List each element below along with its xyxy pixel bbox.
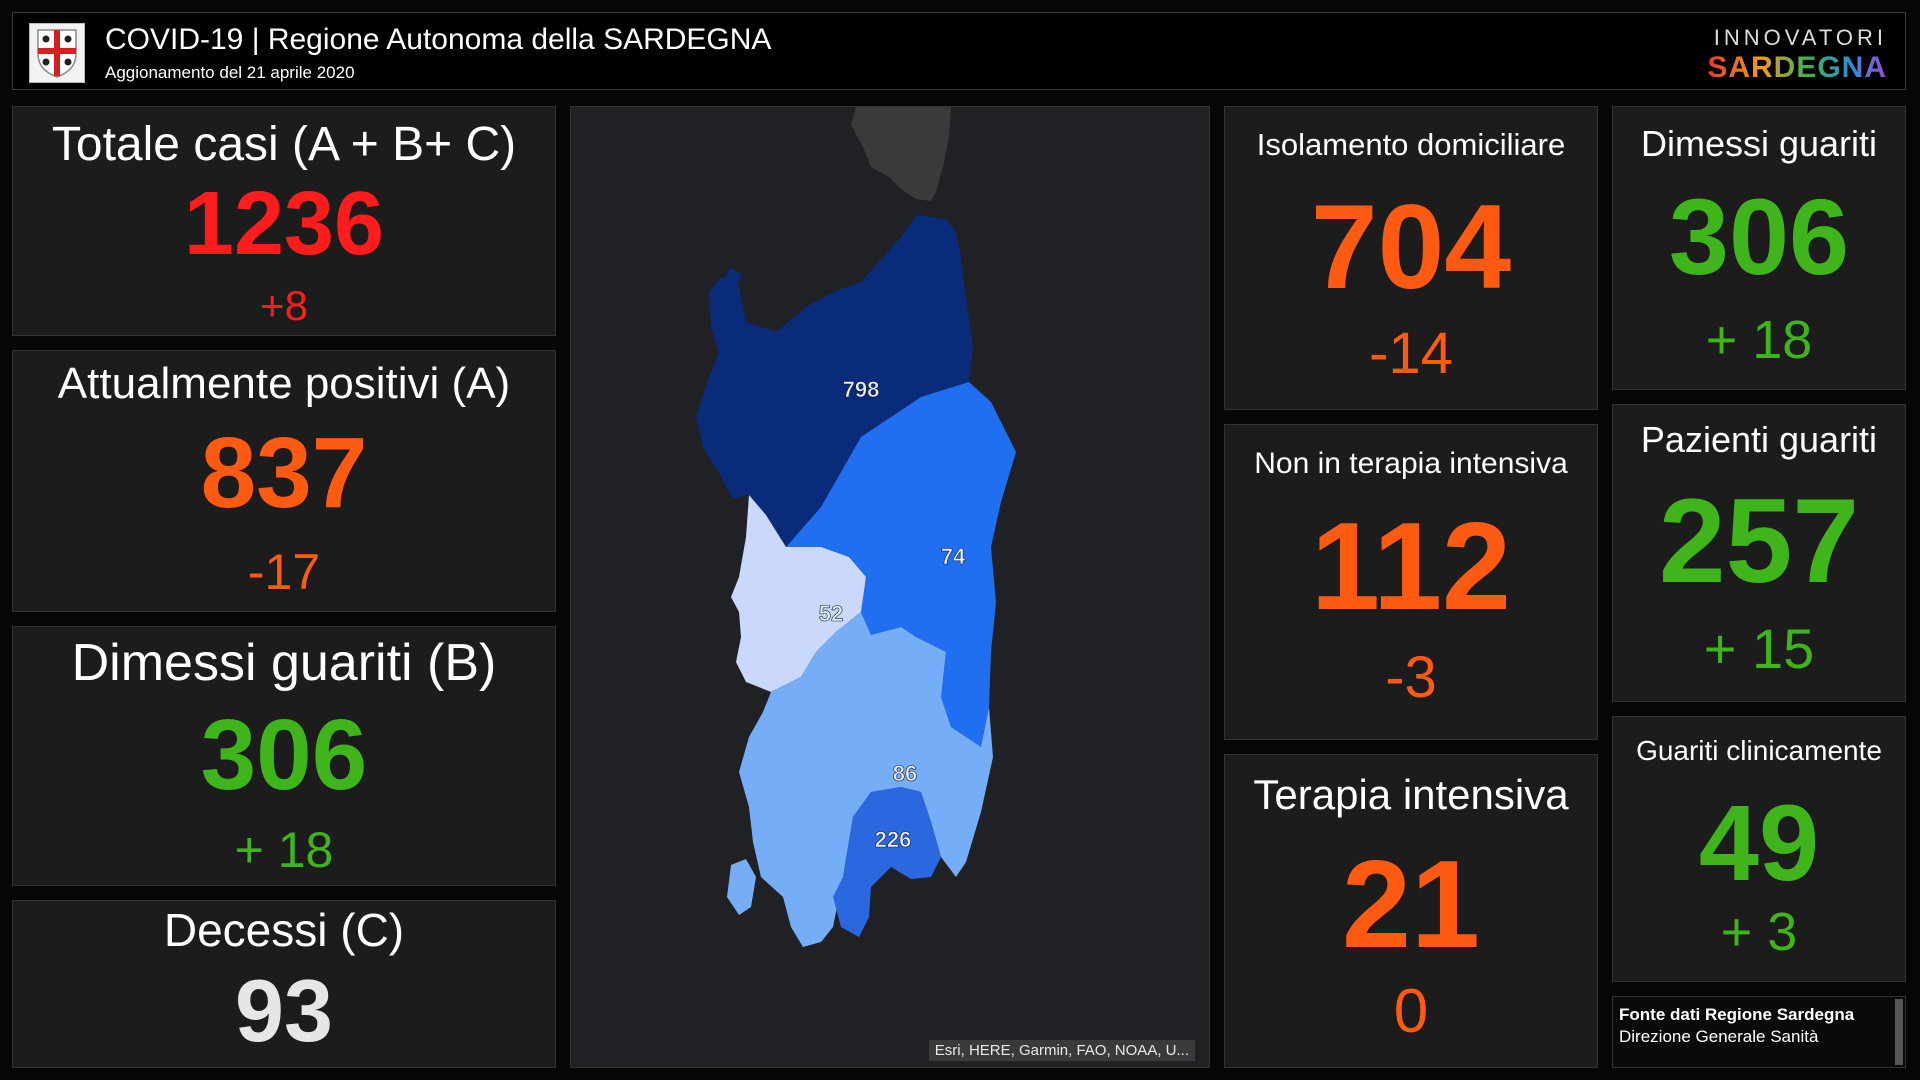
isolamento-domiciliare-label: Isolamento domiciliare: [1256, 127, 1566, 162]
attualmente-positivi-label: Attualmente positivi (A): [57, 359, 511, 408]
map-label-sud-sardegna: 86: [893, 761, 917, 786]
terapia-intensiva-card[interactable]: Terapia intensiva 21 0: [1224, 754, 1598, 1068]
attualmente-positivi-value: 837: [200, 417, 368, 529]
map-label-nuoro: 74: [941, 544, 966, 569]
map-label-oristano: 52: [819, 601, 843, 626]
pazienti-guariti-card[interactable]: Pazienti guariti 257 + 15: [1612, 404, 1906, 702]
dimessi-guariti-delta: + 18: [1705, 310, 1813, 370]
source-title: Fonte dati Regione Sardegna: [1619, 1005, 1855, 1024]
totale-casi-delta: +8: [260, 282, 308, 329]
isolamento-domiciliare-delta: -14: [1369, 321, 1453, 386]
dimessi-guariti-b-value: 306: [200, 699, 368, 811]
guariti-clinicamente-label: Guariti clinicamente: [1636, 735, 1882, 766]
map-attribution[interactable]: Esri, HERE, Garmin, FAO, NOAA, U...: [928, 1040, 1195, 1061]
update-date: Aggionamento del 21 aprile 2020: [105, 63, 355, 82]
sardinia-map[interactable]: 798 74 52 86 226 Esri, HERE, Garmin, FAO…: [570, 106, 1210, 1068]
isolamento-domiciliare-card[interactable]: Isolamento domiciliare 704 -14: [1224, 106, 1598, 410]
decessi-label: Decessi (C): [163, 904, 405, 956]
attualmente-positivi-card[interactable]: Attualmente positivi (A) 837 -17: [12, 350, 556, 612]
non-terapia-intensiva-card[interactable]: Non in terapia intensiva 112 -3: [1224, 424, 1598, 740]
decessi-card[interactable]: Decessi (C) 93: [12, 900, 556, 1068]
dashboard-title: COVID-19 | Regione Autonoma della SARDEG…: [105, 23, 772, 56]
non-terapia-intensiva-label: Non in terapia intensiva: [1254, 447, 1568, 480]
source-subtitle: Direzione Generale Sanità: [1619, 1027, 1819, 1046]
dashboard-header: COVID-19 | Regione Autonoma della SARDEG…: [12, 12, 1906, 90]
map-label-cagliari: 226: [875, 827, 912, 852]
non-terapia-intensiva-delta: -3: [1385, 645, 1437, 710]
island-asinara: [723, 267, 741, 289]
guariti-clinicamente-value: 49: [1698, 782, 1820, 903]
sardegna-coat-of-arms-logo: [29, 23, 85, 83]
province-oristano: [731, 495, 866, 692]
attualmente-positivi-delta: -17: [247, 544, 321, 600]
pazienti-guariti-delta: + 15: [1703, 617, 1815, 680]
terapia-intensiva-value: 21: [1342, 836, 1480, 974]
pazienti-guariti-value: 257: [1658, 474, 1860, 608]
corsica-landmass: [851, 107, 951, 201]
data-source-panel[interactable]: Fonte dati Regione Sardegna Direzione Ge…: [1612, 996, 1906, 1068]
pazienti-guariti-label: Pazienti guariti: [1640, 419, 1878, 460]
island-sant-antioco: [727, 859, 756, 915]
terapia-intensiva-label: Terapia intensiva: [1253, 771, 1569, 818]
dimessi-guariti-b-delta: + 18: [234, 822, 334, 878]
terapia-intensiva-delta: 0: [1393, 977, 1429, 1046]
province-cagliari: [833, 787, 941, 937]
guariti-clinicamente-card[interactable]: Guariti clinicamente 49 + 3: [1612, 716, 1906, 982]
dimessi-guariti-label: Dimessi guariti: [1640, 123, 1878, 164]
non-terapia-intensiva-value: 112: [1310, 498, 1512, 636]
dimessi-guariti-card[interactable]: Dimessi guariti 306 + 18: [1612, 106, 1906, 390]
isolamento-domiciliare-value: 704: [1310, 180, 1512, 314]
totale-casi-label: Totale casi (A + B+ C): [51, 118, 517, 171]
brand-sardegna: SARDEGNA: [1707, 51, 1887, 84]
guariti-clinicamente-delta: + 3: [1720, 902, 1798, 962]
brand-innovatori: INNOVATORI: [1713, 25, 1887, 50]
province-nuoro: [786, 382, 1016, 747]
totale-casi-card[interactable]: Totale casi (A + B+ C) 1236 +8: [12, 106, 556, 336]
dimessi-guariti-value: 306: [1668, 176, 1850, 297]
map-label-sassari: 798: [843, 377, 880, 402]
source-scrollbar[interactable]: [1895, 999, 1903, 1065]
dimessi-guariti-b-label: Dimessi guariti (B): [71, 634, 497, 692]
province-sassari: [696, 215, 973, 547]
decessi-value: 93: [235, 961, 333, 1060]
totale-casi-value: 1236: [183, 174, 385, 274]
province-sud-sardegna: [739, 612, 993, 947]
dimessi-guariti-b-card[interactable]: Dimessi guariti (B) 306 + 18: [12, 626, 556, 886]
